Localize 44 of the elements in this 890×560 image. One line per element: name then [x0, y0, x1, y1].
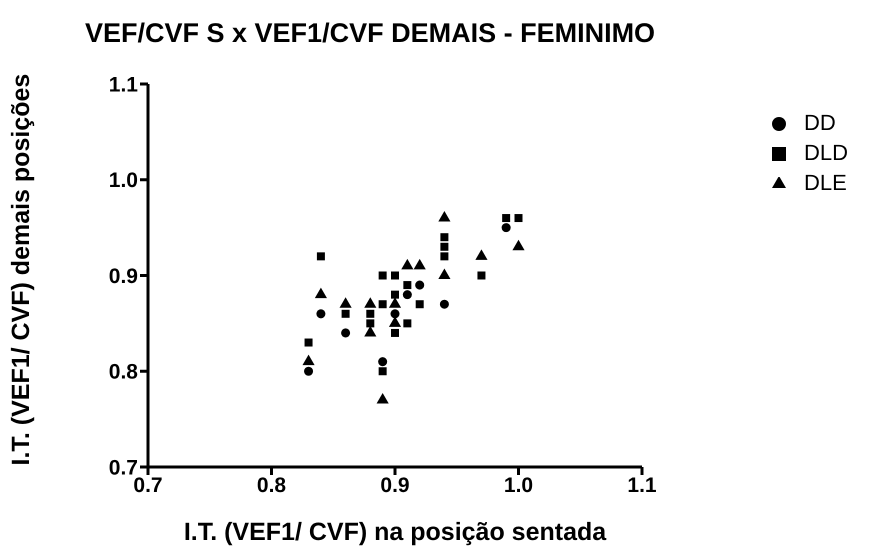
point: [366, 310, 374, 318]
point: [391, 290, 399, 299]
legend-label: DLE: [804, 170, 847, 195]
x-tick-label: 1.1: [627, 474, 657, 497]
point: [440, 242, 448, 251]
point: [477, 272, 486, 280]
legend-label: DD: [804, 110, 836, 135]
legend-label: DLD: [804, 140, 848, 165]
y-tick-label: 1.1: [108, 73, 138, 96]
x-tick-label: 1.0: [504, 474, 534, 497]
point: [366, 319, 374, 328]
point: [402, 290, 412, 300]
point: [440, 252, 448, 260]
point: [514, 214, 522, 222]
point: [304, 366, 314, 376]
point: [502, 223, 511, 232]
x-axis-title: I.T. (VEF1/ CVF) na posição sentada: [184, 518, 608, 546]
point: [416, 300, 424, 308]
point: [403, 281, 412, 290]
point: [502, 214, 510, 222]
y-tick-label: 1.0: [108, 169, 138, 192]
point: [316, 252, 325, 260]
x-tick-label: 0.8: [256, 474, 286, 497]
point: [304, 338, 313, 347]
x-tick-label: 0.7: [133, 474, 163, 497]
y-tick-label: 0.8: [108, 360, 138, 384]
point: [391, 272, 399, 280]
chart-title: VEF/CVF S x VEF1/CVF DEMAIS - FEMINIMO: [85, 18, 656, 49]
point: [440, 233, 448, 242]
point: [440, 300, 449, 309]
point: [342, 310, 350, 318]
point: [403, 319, 412, 328]
point: [341, 328, 350, 338]
point: [378, 367, 387, 376]
y-tick-label: 0.9: [108, 264, 138, 288]
y-axis-title: I.T. (VEF1/ CVF) demais posições: [6, 74, 35, 466]
point: [390, 309, 400, 318]
point: [378, 357, 388, 366]
point: [378, 300, 387, 308]
point: [378, 272, 387, 280]
point: [415, 280, 424, 290]
point: [391, 328, 399, 337]
point: [316, 309, 326, 318]
x-tick-label: 0.9: [380, 474, 410, 497]
